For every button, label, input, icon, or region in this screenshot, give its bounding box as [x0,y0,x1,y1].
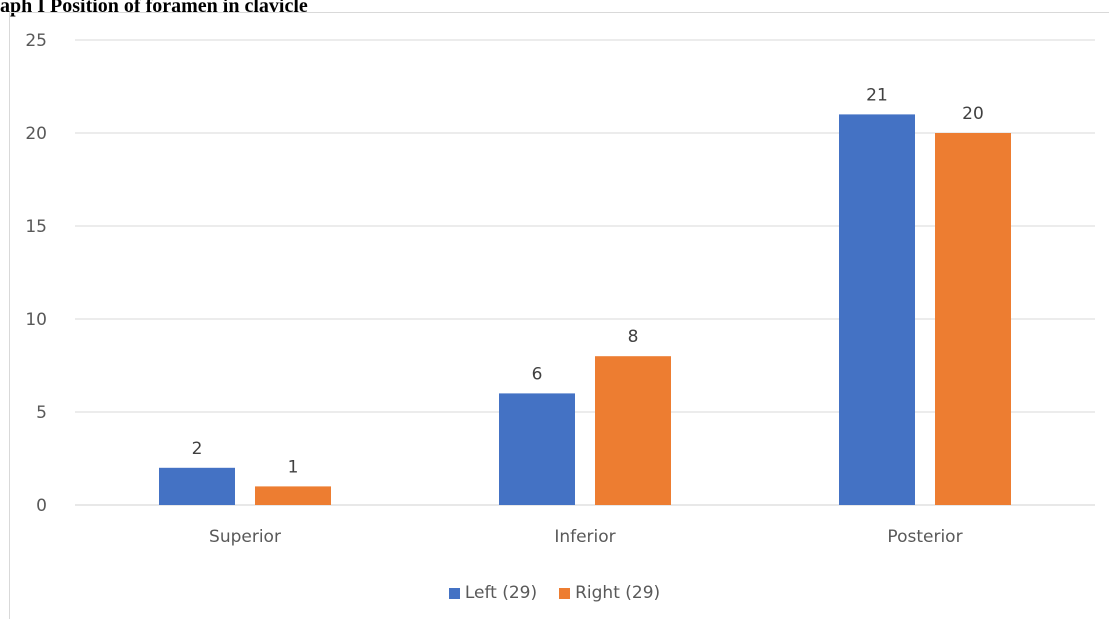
bar-inferior-left [499,393,575,505]
legend-label: Left (29) [464,583,538,603]
y-axis-ticks: 0 5 10 15 20 25 [25,31,47,516]
data-label: 8 [628,327,639,347]
y-tick-label: 5 [36,403,47,423]
y-tick-label: 10 [25,310,47,330]
data-label: 21 [866,85,888,105]
y-tick-label: 25 [25,31,47,51]
bar-inferior-right [595,356,671,505]
legend-label: Right (29) [575,583,661,603]
legend-item: Right (29) [559,583,660,603]
y-tick-label: 15 [25,217,47,237]
frame-top-border [9,12,1109,13]
y-tick-label: 20 [25,124,47,144]
legend: Left (29) Right (29) [0,578,1109,608]
legend-swatch [448,587,460,599]
category-label: Inferior [554,527,615,547]
data-label: 1 [288,457,299,477]
category-label: Superior [209,527,281,547]
bar-posterior-right [935,133,1011,505]
bar-posterior-left [839,114,915,506]
bars [159,114,1011,506]
gridlines [75,39,1095,506]
legend-item: Left (29) [448,583,538,603]
category-label: Posterior [887,527,962,547]
y-tick-label: 0 [36,496,47,516]
data-label: 6 [532,364,543,384]
data-label: 2 [192,439,203,459]
category-labels: Superior Inferior Posterior [209,527,963,547]
data-label: 20 [962,104,984,124]
bar-superior-right [255,486,331,505]
bar-superior-left [159,467,235,505]
frame-left-border [9,12,10,619]
legend-swatch [559,587,571,599]
